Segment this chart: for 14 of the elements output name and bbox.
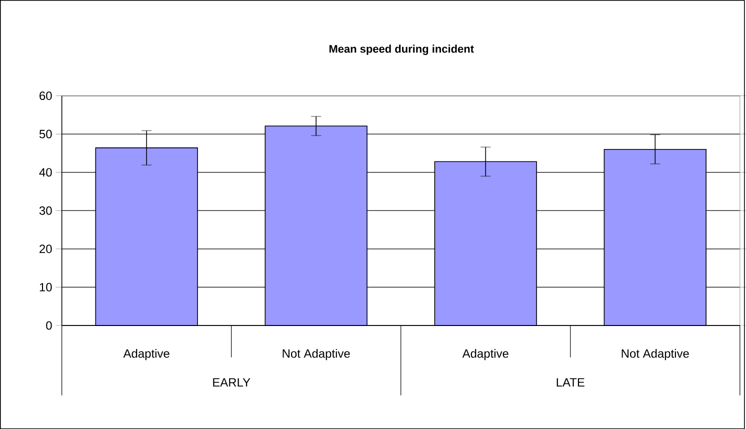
text: LATE	[556, 378, 584, 386]
chart-title: Mean speed during incident	[329, 44, 474, 55]
y-tick-label: 20	[40, 244, 52, 254]
x-tick-label: Not Adaptive	[622, 348, 689, 360]
y-tick-label: 40	[39, 168, 52, 176]
y-tick-label: 10	[40, 282, 52, 292]
y-tick-label: 60	[40, 91, 52, 100]
y-tick-label: 30	[39, 206, 52, 215]
x-tick-label: Not Adaptive	[282, 348, 350, 360]
text: EARLY	[213, 378, 250, 386]
y-tick-label: 50	[39, 130, 52, 138]
x-tick-label: Adaptive	[462, 348, 508, 360]
x-tick-label: Adaptive	[123, 348, 170, 360]
y-tick-label: 0	[46, 321, 52, 330]
